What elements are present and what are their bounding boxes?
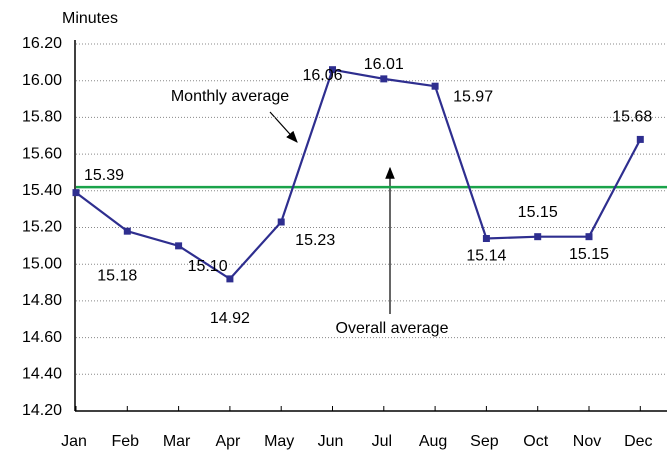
x-tick-label: Apr — [215, 433, 241, 450]
y-tick-label: 15.80 — [22, 109, 62, 126]
marker — [585, 233, 593, 241]
data-label: 14.92 — [210, 310, 250, 327]
data-label: 15.68 — [612, 109, 652, 126]
marker — [175, 242, 183, 250]
y-tick-label: 14.80 — [22, 292, 62, 309]
marker — [380, 75, 388, 83]
marker — [534, 233, 542, 241]
marker — [123, 227, 131, 235]
y-tick-label: 15.60 — [22, 145, 62, 162]
y-tick-label: 14.40 — [22, 366, 62, 383]
data-label: 15.23 — [295, 232, 335, 249]
marker — [226, 275, 234, 283]
y-tick-label: 15.40 — [22, 182, 62, 199]
data-label: 15.97 — [453, 88, 493, 105]
data-label: 15.10 — [188, 258, 228, 275]
annotation-arrow — [269, 111, 298, 143]
x-tick-label: Sep — [470, 433, 499, 450]
y-tick-label: 15.00 — [22, 255, 62, 272]
marker — [482, 235, 490, 243]
series-line — [75, 68, 642, 281]
series-annotation: Monthly average — [171, 88, 289, 105]
marker — [431, 82, 439, 90]
data-label: 15.15 — [569, 246, 609, 263]
marker — [329, 66, 336, 74]
x-tick-label: Jan — [61, 433, 87, 450]
x-tick-label: May — [264, 433, 294, 450]
x-tick-label: Jul — [372, 433, 392, 450]
data-label: 16.06 — [302, 67, 342, 84]
x-tick-label: Oct — [523, 433, 548, 450]
y-tick-label: 16.00 — [22, 72, 62, 89]
x-tick-label: Jun — [318, 433, 344, 450]
data-label: 15.18 — [97, 267, 137, 284]
marker — [277, 218, 285, 226]
data-label: 15.15 — [518, 204, 558, 221]
x-tick-label: Aug — [419, 433, 447, 450]
x-tick-label: Mar — [163, 433, 191, 450]
average-annotation: Overall average — [336, 320, 449, 337]
y-tick-label: 14.60 — [22, 329, 62, 346]
marker — [72, 189, 80, 197]
x-tick-label: Feb — [112, 433, 140, 450]
y-axis-label: Minutes — [62, 10, 118, 27]
marker — [636, 135, 644, 143]
x-tick-label: Dec — [624, 433, 652, 450]
data-label: 16.01 — [364, 56, 404, 73]
y-tick-label: 16.20 — [22, 35, 62, 52]
x-tick-label: Nov — [573, 433, 601, 450]
y-tick-label: 14.20 — [22, 402, 62, 419]
y-tick-label: 15.20 — [22, 219, 62, 236]
data-label: 15.14 — [466, 248, 506, 265]
data-label: 15.39 — [84, 167, 124, 184]
